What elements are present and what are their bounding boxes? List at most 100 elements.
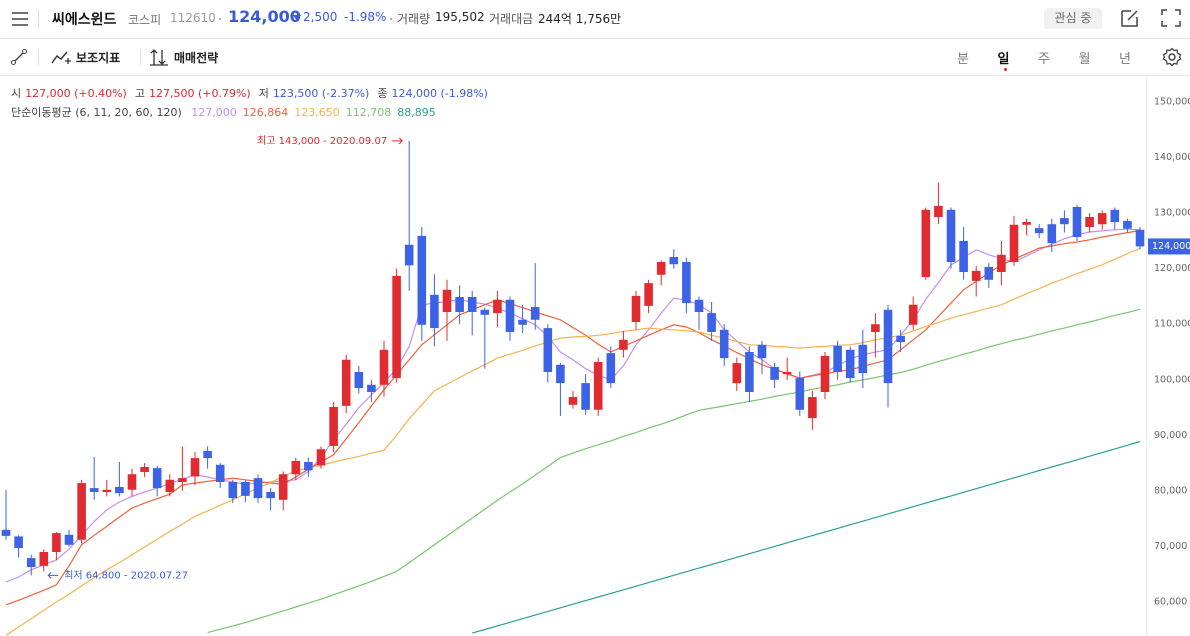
ohlc-label: 저 bbox=[258, 87, 269, 100]
price: 124,000 bbox=[228, 7, 301, 26]
annotation-arrow bbox=[47, 571, 59, 579]
candle-body bbox=[694, 299, 704, 312]
divider bbox=[140, 49, 141, 65]
candle-body bbox=[568, 397, 578, 405]
period-tab[interactable]: 일 bbox=[997, 52, 1010, 67]
y-tick-label: 130,000 bbox=[1154, 208, 1190, 219]
candle-body bbox=[971, 270, 981, 281]
toolbar: 보조지표 매매전략 분 일 주 월 년 bbox=[0, 39, 1190, 76]
last-price-tag bbox=[1148, 238, 1190, 255]
candle-body bbox=[266, 492, 275, 499]
candle-body bbox=[593, 362, 603, 410]
ma-value: 112,708 bbox=[345, 106, 392, 119]
candle-body bbox=[442, 289, 452, 312]
candle-body bbox=[820, 355, 830, 392]
candle-body bbox=[140, 467, 149, 472]
candle-body bbox=[253, 478, 263, 499]
candle-body bbox=[39, 552, 49, 566]
period-tab[interactable]: 주 bbox=[1038, 52, 1050, 67]
y-tick-label: 70,000 bbox=[1154, 541, 1187, 552]
candle-body bbox=[304, 462, 313, 471]
ma-value: 123,650 bbox=[294, 106, 340, 119]
candle-body bbox=[115, 487, 124, 494]
candle-body bbox=[518, 319, 527, 325]
ohlc-label: 고 bbox=[134, 87, 145, 100]
candle-body bbox=[984, 267, 994, 280]
settings-icon[interactable] bbox=[1162, 47, 1182, 67]
candle-body bbox=[745, 352, 754, 392]
candle-body bbox=[770, 367, 779, 380]
separator bbox=[219, 18, 221, 20]
indicator-icon[interactable] bbox=[51, 49, 71, 65]
candle-body bbox=[896, 335, 905, 342]
candle-body bbox=[1135, 229, 1145, 247]
candle-body bbox=[165, 479, 175, 492]
amount: 244억 1,756만 bbox=[538, 12, 622, 26]
ma-value: 127,000 bbox=[191, 106, 237, 119]
candle-body bbox=[367, 384, 376, 392]
period-tab[interactable]: 분 bbox=[957, 52, 969, 67]
candle-body bbox=[215, 464, 225, 482]
high-annotation: 최고 143,000 - 2020.09.07 bbox=[257, 135, 387, 147]
strategy-button[interactable]: 매매전략 bbox=[174, 51, 219, 65]
candle-body bbox=[921, 209, 931, 277]
candle-body bbox=[871, 324, 880, 332]
top-bar: 씨에스윈드 코스피 112610 124,000 2,500 -1.98% 거래… bbox=[0, 0, 1190, 39]
ma-label: 단순이동평균 (6, 11, 20, 60, 120) bbox=[11, 106, 182, 119]
candle-body bbox=[404, 244, 414, 266]
stock-code: 112610 bbox=[170, 11, 216, 25]
candle-body bbox=[732, 363, 742, 384]
divider bbox=[38, 49, 39, 65]
candle-body bbox=[908, 304, 918, 325]
watch-button[interactable]: 관심 중 bbox=[1044, 8, 1102, 29]
amount-label: 거래대금 bbox=[489, 12, 534, 26]
candle-body bbox=[1009, 224, 1019, 262]
candle-body bbox=[52, 533, 61, 552]
candle-body bbox=[241, 482, 250, 496]
fullscreen-icon[interactable] bbox=[1161, 9, 1181, 27]
candle-body bbox=[719, 329, 729, 359]
candle-body bbox=[190, 458, 200, 477]
candle-body bbox=[77, 483, 86, 540]
candle-body bbox=[644, 283, 653, 306]
candle-body bbox=[757, 344, 767, 359]
candle-body bbox=[14, 536, 23, 549]
candle-body bbox=[808, 397, 817, 419]
candle-body bbox=[1072, 207, 1082, 237]
menu-icon[interactable] bbox=[11, 11, 29, 27]
y-tick-label: 90,000 bbox=[1154, 430, 1187, 441]
y-tick-label: 120,000 bbox=[1154, 263, 1190, 274]
candle-body bbox=[152, 468, 162, 489]
candle-body bbox=[581, 383, 590, 410]
y-tick-label: 110,000 bbox=[1154, 319, 1190, 330]
candle-body bbox=[1047, 224, 1057, 244]
candle-body bbox=[606, 353, 616, 384]
market: 코스피 bbox=[128, 13, 162, 27]
candle-body bbox=[556, 364, 565, 384]
indicators-button[interactable]: 보조지표 bbox=[76, 51, 121, 65]
ma-line bbox=[5, 229, 1141, 606]
candle-body bbox=[631, 295, 641, 322]
y-tick-label: 60,000 bbox=[1154, 597, 1187, 608]
stock-name: 씨에스윈드 bbox=[52, 12, 117, 28]
period-tab[interactable]: 년 bbox=[1119, 52, 1131, 67]
candle-body bbox=[228, 482, 238, 499]
candle-body bbox=[1034, 228, 1044, 234]
low-annotation: 최저 64,800 - 2020.07.27 bbox=[64, 569, 188, 581]
candle-body bbox=[682, 262, 691, 304]
candle-body bbox=[379, 349, 389, 385]
ohlc-label: 시 bbox=[11, 87, 22, 100]
y-tick-label: 140,000 bbox=[1154, 152, 1190, 163]
strategy-icon[interactable] bbox=[149, 48, 169, 66]
candle-body bbox=[883, 309, 893, 384]
volume-label: 거래량 bbox=[397, 12, 431, 26]
draw-icon[interactable] bbox=[11, 49, 27, 65]
candle-body bbox=[1097, 213, 1107, 225]
candle-body bbox=[833, 345, 842, 372]
candle-body bbox=[467, 297, 477, 312]
candle-body bbox=[127, 474, 137, 490]
ohlc-value: 124,000 (-1.98%) bbox=[391, 87, 488, 100]
edit-icon[interactable] bbox=[1120, 8, 1140, 28]
period-tab[interactable]: 월 bbox=[1078, 52, 1091, 67]
